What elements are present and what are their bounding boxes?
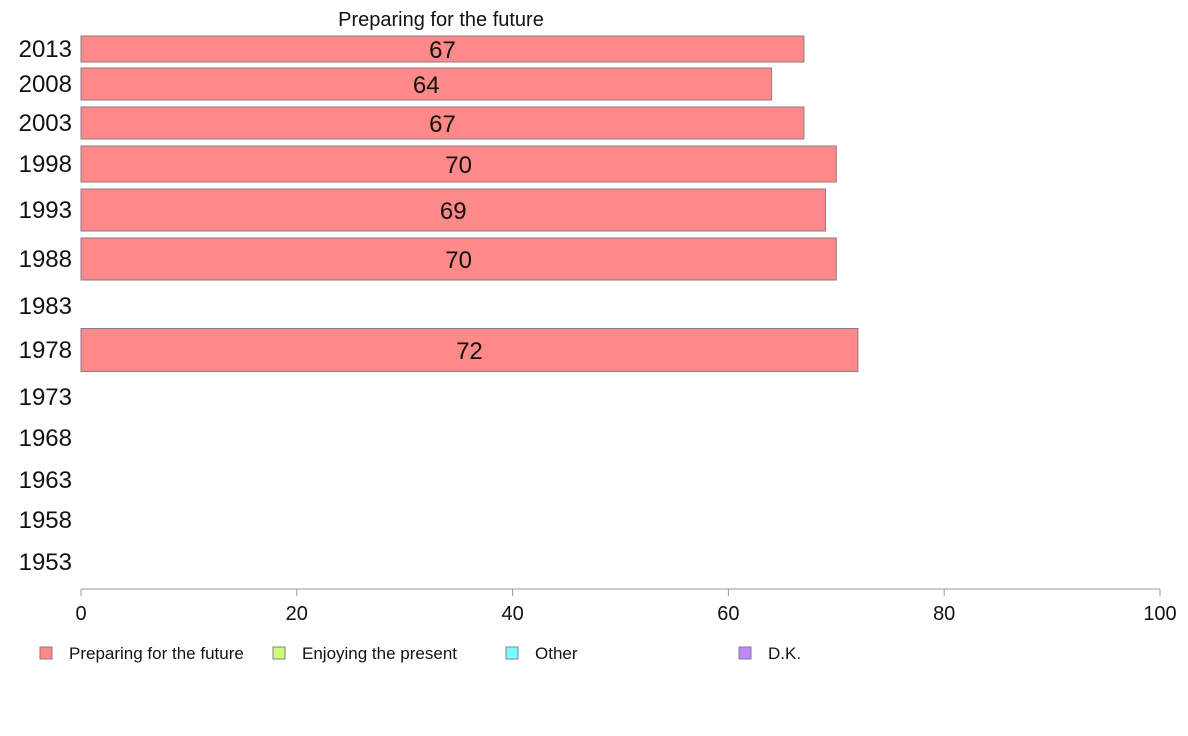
data-label: 70 [445, 247, 472, 274]
data-label: 69 [440, 198, 467, 225]
bar [80, 145, 837, 183]
legend-label: Other [535, 644, 578, 663]
x-tick-label: 20 [286, 603, 308, 625]
legend-swatch [39, 646, 53, 660]
y-tick-label: 1983 [19, 293, 72, 320]
data-label: 67 [429, 111, 456, 138]
bar [80, 328, 859, 372]
y-tick-label: 1958 [19, 507, 72, 534]
x-tick-label: 40 [501, 603, 523, 625]
bars-group: 67 64 67 70 69 70 72 [80, 35, 859, 372]
bar [80, 188, 827, 232]
y-axis-labels: 2013 2008 2003 1998 1993 1988 1983 1978 1973 1968… [19, 36, 72, 576]
data-label: 72 [456, 338, 483, 365]
legend-label: Enjoying the present [302, 644, 457, 663]
y-tick-label: 2003 [19, 110, 72, 137]
data-label: 64 [413, 72, 440, 99]
bar [80, 35, 805, 63]
legend-label: D.K. [768, 644, 801, 663]
x-axis: 0 20 40 60 80 100 [75, 588, 1177, 625]
bar [80, 106, 805, 140]
y-tick-label: 1988 [19, 246, 72, 273]
y-tick-label: 1978 [19, 337, 72, 364]
x-tick-label: 80 [933, 603, 955, 625]
legend-swatch [272, 646, 286, 660]
y-tick-label: 1963 [19, 467, 72, 494]
legend-swatch [505, 646, 519, 660]
bar [80, 237, 837, 281]
y-tick-label: 1968 [19, 425, 72, 452]
y-tick-label: 1993 [19, 197, 72, 224]
data-label: 67 [429, 37, 456, 64]
x-tick-label: 100 [1143, 603, 1176, 625]
bar [80, 67, 773, 101]
chart-title: Preparing for the future [338, 9, 544, 31]
legend-swatch [738, 646, 752, 660]
y-tick-label: 2008 [19, 71, 72, 98]
x-tick-label: 0 [75, 603, 86, 625]
y-tick-label: 1973 [19, 384, 72, 411]
legend-label: Preparing for the future [69, 644, 244, 663]
y-tick-label: 1998 [19, 151, 72, 178]
data-label: 70 [445, 152, 472, 179]
y-tick-label: 2013 [19, 36, 72, 63]
x-tick-label: 60 [717, 603, 739, 625]
y-tick-label: 1953 [19, 549, 72, 576]
legend: Preparing for the future Enjoying the pre… [39, 644, 801, 663]
